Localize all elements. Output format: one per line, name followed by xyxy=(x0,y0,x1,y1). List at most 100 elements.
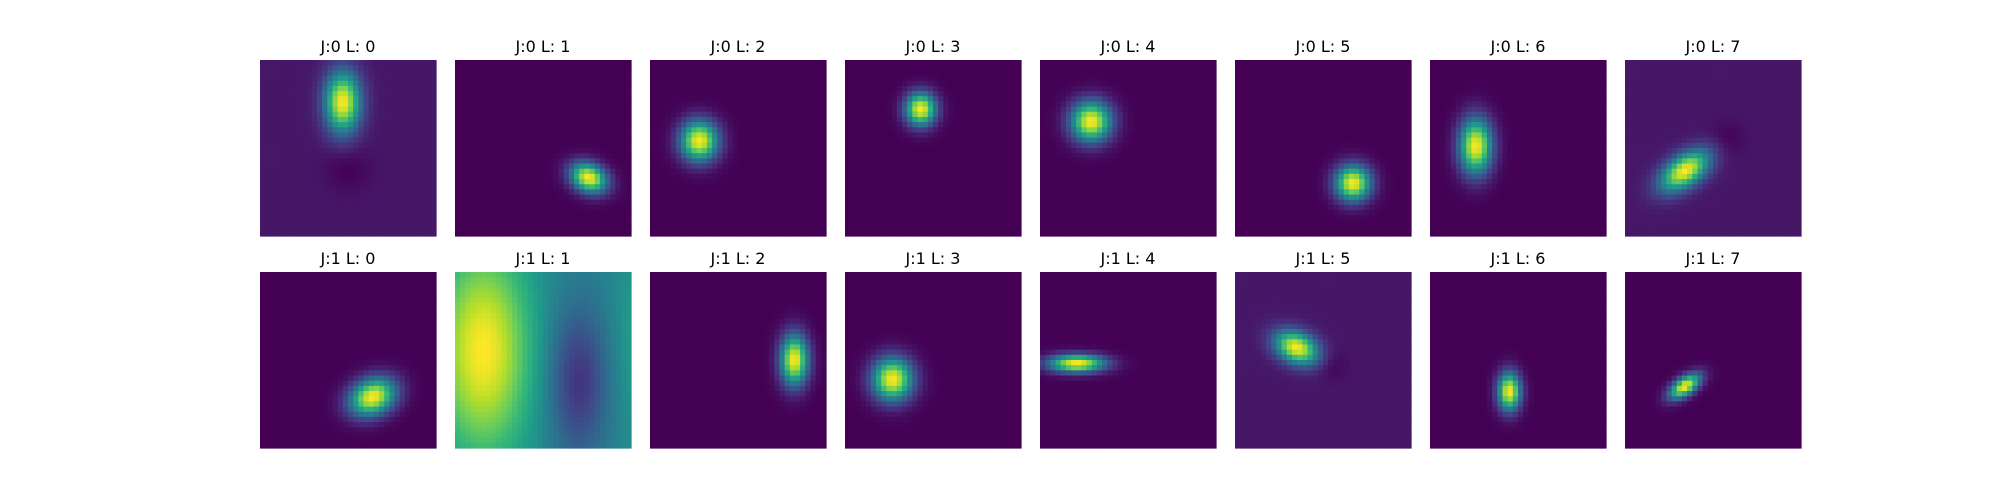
heatmap-cell xyxy=(548,179,554,185)
heatmap-cell xyxy=(958,85,965,92)
heatmap-cell xyxy=(958,230,965,237)
heatmap-cell xyxy=(845,148,851,154)
heatmap-cell xyxy=(706,132,713,139)
heatmap-cell xyxy=(353,65,359,71)
heatmap-cell xyxy=(373,60,380,66)
heatmap-cell xyxy=(285,106,292,113)
heatmap-cell xyxy=(660,163,667,170)
heatmap-cell xyxy=(810,137,817,144)
heatmap-cell xyxy=(917,116,924,123)
heatmap-cell xyxy=(537,101,544,108)
heatmap-cell xyxy=(358,101,365,108)
heatmap-cell xyxy=(384,111,391,118)
heatmap-cell xyxy=(584,101,591,108)
heatmap-cell xyxy=(425,132,432,139)
heatmap-cell xyxy=(917,153,924,159)
heatmap-cell xyxy=(594,85,601,92)
heatmap-cell xyxy=(1112,70,1119,77)
heatmap-cell xyxy=(430,70,437,77)
heatmap-cell xyxy=(927,132,934,139)
heatmap-cell xyxy=(933,148,939,154)
heatmap-cell xyxy=(548,111,554,118)
heatmap-cell xyxy=(1195,70,1202,77)
heatmap-cell xyxy=(901,210,908,216)
heatmap-cell xyxy=(810,116,817,123)
heatmap-cell xyxy=(696,75,703,82)
heatmap-cell xyxy=(660,137,667,144)
heatmap-cell xyxy=(860,168,867,175)
heatmap-cell xyxy=(1005,230,1012,237)
heatmap-cell xyxy=(563,137,570,144)
heatmap-cell xyxy=(681,189,687,196)
heatmap-cell xyxy=(384,132,391,139)
heatmap-cell xyxy=(522,85,529,92)
heatmap-cell xyxy=(410,210,416,216)
heatmap-cell xyxy=(1190,75,1196,82)
heatmap-cell xyxy=(1060,91,1067,97)
heatmap-cell xyxy=(938,137,944,144)
heatmap-cell xyxy=(348,210,354,216)
heatmap-cell xyxy=(506,80,513,87)
heatmap-cell xyxy=(337,91,344,97)
heatmap-cell xyxy=(306,148,313,154)
heatmap-cell xyxy=(527,116,534,123)
heatmap-cell xyxy=(1010,168,1017,175)
heatmap-cell xyxy=(332,65,339,71)
heatmap-cell xyxy=(506,199,513,206)
heatmap-cell xyxy=(306,80,313,87)
heatmap-cell xyxy=(486,127,492,134)
heatmap-cell xyxy=(753,153,760,159)
heatmap-cell xyxy=(655,75,661,82)
heatmap-cell xyxy=(865,210,872,216)
heatmap-cell xyxy=(727,106,734,113)
heatmap-cell xyxy=(363,210,370,216)
heatmap-cell xyxy=(779,204,786,211)
heatmap-cell xyxy=(373,80,380,87)
heatmap-cell xyxy=(275,80,282,87)
heatmap-cell xyxy=(706,106,713,113)
heatmap-cell xyxy=(291,96,297,103)
heatmap-cell xyxy=(589,184,596,191)
heatmap-cell xyxy=(1045,101,1051,108)
heatmap-cell xyxy=(430,179,437,185)
heatmap-cell xyxy=(850,210,856,216)
heatmap-cell xyxy=(1015,189,1022,196)
heatmap-cell xyxy=(927,204,934,211)
heatmap-cell xyxy=(1190,80,1196,87)
heatmap-cell xyxy=(850,173,856,180)
heatmap-cell xyxy=(363,101,370,108)
heatmap-cell xyxy=(537,75,544,82)
heatmap-cell xyxy=(789,142,796,149)
heatmap-cell xyxy=(784,70,791,77)
heatmap-cell xyxy=(496,127,503,134)
heatmap-cell xyxy=(306,85,313,92)
heatmap-cell xyxy=(1122,75,1129,82)
heatmap-cell xyxy=(399,210,406,216)
heatmap-cell xyxy=(989,189,996,196)
heatmap-cell xyxy=(316,80,323,87)
heatmap-cell xyxy=(681,230,687,237)
heatmap-cell xyxy=(480,111,487,118)
heatmap-cell xyxy=(270,96,277,103)
heatmap-cell xyxy=(948,184,955,191)
heatmap-cell xyxy=(501,173,508,180)
heatmap-cell xyxy=(415,85,422,92)
heatmap-cell xyxy=(964,91,970,97)
heatmap-cell xyxy=(979,142,986,149)
heatmap-cell xyxy=(953,215,960,222)
heatmap-cell xyxy=(974,60,981,66)
heatmap-cell xyxy=(537,173,544,180)
heatmap-cell xyxy=(933,137,939,144)
heatmap-cell xyxy=(568,122,575,128)
heatmap-cell xyxy=(938,194,944,201)
heatmap-cell xyxy=(373,148,380,154)
heatmap-cell xyxy=(865,142,872,149)
heatmap-cell xyxy=(886,220,893,227)
heatmap-cell xyxy=(743,148,749,154)
heatmap-cell xyxy=(774,163,781,170)
heatmap-cell xyxy=(358,106,365,113)
heatmap-cell xyxy=(675,122,682,128)
heatmap-cell xyxy=(348,220,354,227)
heatmap-cell xyxy=(938,80,944,87)
heatmap-cell xyxy=(605,106,611,113)
